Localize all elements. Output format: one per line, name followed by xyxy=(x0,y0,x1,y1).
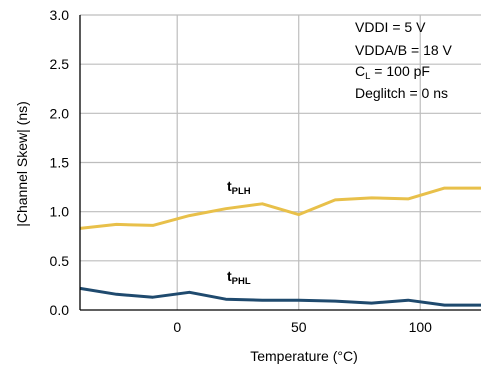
series-line-phl xyxy=(79,286,481,307)
y-tick-label: 1.0 xyxy=(50,204,70,220)
y-tick-label: 1.5 xyxy=(50,155,70,171)
conditions-annotation: VDDI = 5 V VDDA/B = 18 V CL = 100 pF Deg… xyxy=(355,19,453,101)
x-tick-label: 50 xyxy=(291,319,307,335)
x-tick-label: 0 xyxy=(173,319,181,335)
annotation-cl: CL = 100 pF xyxy=(355,63,430,82)
annotation-cl-main: C xyxy=(355,63,365,79)
x-tick-labels: 0 50 100 xyxy=(173,319,432,335)
y-tick-label: 2.5 xyxy=(50,56,70,72)
annotation-vdda: VDDA/B = 18 V xyxy=(355,42,453,58)
series-label-phl-sub: PHL xyxy=(232,276,251,287)
annotation-deglitch: Deglitch = 0 ns xyxy=(355,85,448,101)
annotation-cl-sub: L xyxy=(365,71,370,82)
x-tick-label: 100 xyxy=(409,319,433,335)
y-tick-labels: 0.0 0.5 1.0 1.5 2.0 2.5 3.0 xyxy=(50,7,70,318)
y-tick-label: 2.0 xyxy=(50,105,70,121)
series-label-phl-main: t xyxy=(227,268,232,284)
grid xyxy=(80,14,481,310)
y-axis-title: |Channel Skew| (ns) xyxy=(14,101,30,227)
y-tick-label: 3.0 xyxy=(50,7,70,23)
series-label-plh-main: t xyxy=(227,178,232,194)
series-label-plh-sub: PLH xyxy=(232,186,251,197)
annotation-vddi: VDDI = 5 V xyxy=(355,19,426,35)
y-tick-label: 0.5 xyxy=(50,253,70,269)
y-tick-label: 0.0 xyxy=(50,302,70,318)
series-label-plh: tPLH xyxy=(227,178,251,197)
series-line-plh xyxy=(79,186,481,230)
series-lines xyxy=(79,186,481,307)
annotation-cl-rest: = 100 pF xyxy=(370,63,430,79)
x-axis-title: Temperature (°C) xyxy=(250,348,358,364)
axes xyxy=(79,15,481,311)
series-label-phl: tPHL xyxy=(227,268,251,287)
